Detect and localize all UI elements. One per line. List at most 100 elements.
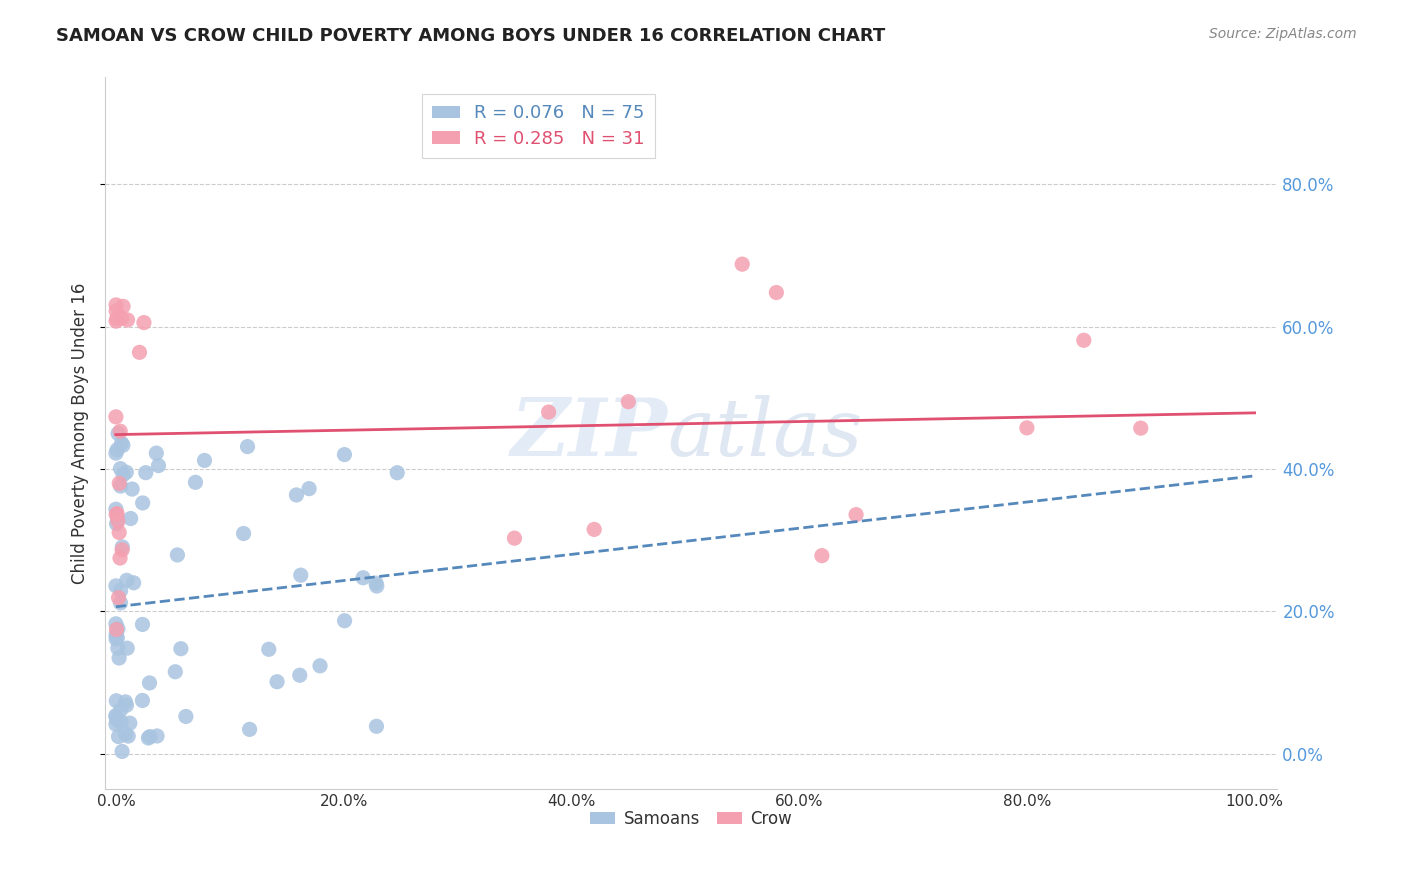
Point	[104, 409, 127, 424]
Point	[104, 502, 127, 516]
Point	[193, 453, 215, 467]
Point	[105, 632, 128, 646]
Point	[105, 314, 128, 328]
Point	[115, 465, 138, 479]
Point	[146, 729, 169, 743]
Point	[537, 405, 560, 419]
Point	[117, 729, 139, 743]
Point	[105, 631, 128, 645]
Point	[107, 514, 129, 528]
Point	[364, 576, 387, 591]
Point	[110, 583, 132, 598]
Point	[110, 479, 132, 493]
Point	[105, 298, 128, 312]
Point	[117, 313, 139, 327]
Point	[135, 466, 157, 480]
Point	[104, 616, 127, 631]
Point	[333, 448, 356, 462]
Point	[104, 717, 127, 731]
Point	[170, 641, 193, 656]
Point	[257, 642, 280, 657]
Point	[110, 461, 132, 475]
Text: ZIP: ZIP	[510, 394, 668, 472]
Point	[121, 482, 143, 496]
Point	[108, 476, 131, 491]
Point	[131, 496, 153, 510]
Point	[111, 542, 134, 557]
Point	[104, 446, 127, 460]
Point	[120, 511, 142, 525]
Point	[239, 723, 262, 737]
Point	[145, 446, 167, 460]
Point	[290, 568, 312, 582]
Point	[139, 730, 162, 744]
Point	[110, 596, 132, 610]
Point	[138, 676, 160, 690]
Point	[366, 719, 388, 733]
Point	[1073, 333, 1095, 347]
Point	[110, 703, 132, 717]
Point	[1015, 421, 1038, 435]
Point	[108, 424, 131, 438]
Point	[114, 727, 136, 741]
Point	[115, 574, 138, 588]
Point	[236, 440, 259, 454]
Text: SAMOAN VS CROW CHILD POVERTY AMONG BOYS UNDER 16 CORRELATION CHART: SAMOAN VS CROW CHILD POVERTY AMONG BOYS …	[56, 27, 886, 45]
Point	[148, 458, 170, 473]
Y-axis label: Child Poverty Among Boys Under 16: Child Poverty Among Boys Under 16	[72, 283, 89, 584]
Point	[122, 575, 145, 590]
Point	[765, 285, 787, 300]
Point	[309, 658, 332, 673]
Point	[131, 617, 153, 632]
Point	[108, 551, 131, 566]
Point	[366, 579, 388, 593]
Point	[107, 512, 129, 526]
Point	[105, 694, 128, 708]
Point	[107, 641, 129, 656]
Point	[104, 579, 127, 593]
Point	[111, 540, 134, 554]
Point	[118, 716, 141, 731]
Point	[105, 507, 128, 521]
Point	[105, 508, 128, 522]
Text: atlas: atlas	[668, 394, 863, 472]
Point	[115, 698, 138, 713]
Point	[165, 665, 187, 679]
Point	[298, 482, 321, 496]
Point	[138, 731, 160, 745]
Point	[731, 257, 754, 271]
Point	[811, 549, 834, 563]
Point	[333, 614, 356, 628]
Text: Source: ZipAtlas.com: Source: ZipAtlas.com	[1209, 27, 1357, 41]
Point	[266, 674, 288, 689]
Point	[107, 426, 129, 441]
Point	[105, 623, 128, 637]
Point	[105, 311, 128, 326]
Point	[174, 709, 197, 723]
Point	[112, 299, 135, 313]
Point	[105, 713, 128, 727]
Point	[128, 345, 150, 359]
Point	[166, 548, 188, 562]
Point	[503, 531, 526, 545]
Point	[114, 695, 136, 709]
Point	[105, 304, 128, 318]
Point	[107, 591, 129, 605]
Point	[1129, 421, 1152, 435]
Point	[111, 438, 134, 452]
Point	[107, 730, 129, 744]
Point	[111, 311, 134, 326]
Point	[108, 651, 131, 665]
Point	[105, 628, 128, 642]
Point	[583, 523, 606, 537]
Point	[132, 316, 155, 330]
Legend: Samoans, Crow: Samoans, Crow	[583, 803, 799, 834]
Point	[617, 394, 640, 409]
Point	[352, 571, 374, 585]
Point	[285, 488, 308, 502]
Point	[105, 516, 128, 531]
Point	[104, 708, 127, 723]
Point	[232, 526, 254, 541]
Point	[108, 525, 131, 540]
Point	[107, 622, 129, 636]
